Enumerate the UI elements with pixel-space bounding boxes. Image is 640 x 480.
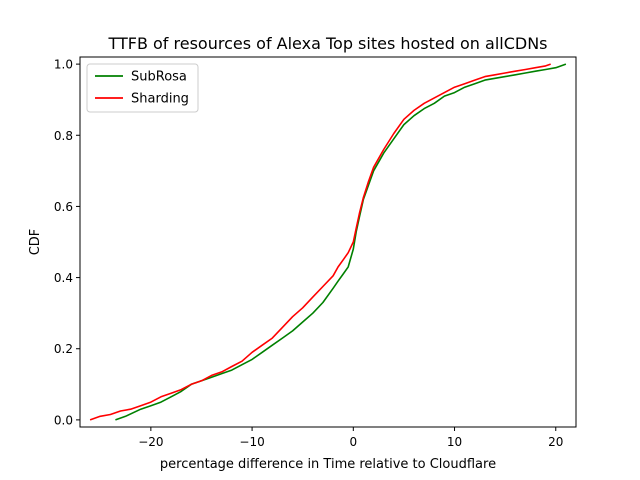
y-tick-label: 0.2 bbox=[54, 342, 73, 356]
series-layer bbox=[89, 63, 567, 421]
x-axis-ticks: −20 −10 0 10 20 bbox=[138, 427, 563, 449]
y-axis-ticks: 0.0 0.2 0.4 0.6 0.8 1.0 bbox=[54, 58, 80, 427]
x-tick-label: −20 bbox=[138, 435, 163, 449]
y-tick-label: 0.0 bbox=[54, 413, 73, 427]
legend-label-subrosa: SubRosa bbox=[131, 70, 187, 85]
x-tick-label: 10 bbox=[447, 435, 462, 449]
y-tick-label: 0.8 bbox=[54, 129, 73, 143]
series-line-sharding bbox=[89, 63, 551, 421]
x-tick-label: 20 bbox=[548, 435, 563, 449]
x-tick-label: −10 bbox=[239, 435, 264, 449]
legend: SubRosa Sharding bbox=[86, 63, 199, 113]
y-tick-label: 0.4 bbox=[54, 271, 73, 285]
x-tick-label: 0 bbox=[349, 435, 357, 449]
plot-area bbox=[79, 56, 577, 428]
y-tick-label: 0.6 bbox=[54, 200, 73, 214]
y-axis-label: CDF bbox=[28, 229, 43, 256]
chart-title: TTFB of resources of Alexa Top sites hos… bbox=[107, 34, 547, 53]
axes-frame bbox=[79, 56, 577, 428]
x-axis-label: percentage difference in Time relative t… bbox=[160, 457, 496, 472]
y-tick-label: 1.0 bbox=[54, 58, 73, 72]
legend-label-sharding: Sharding bbox=[131, 92, 189, 107]
